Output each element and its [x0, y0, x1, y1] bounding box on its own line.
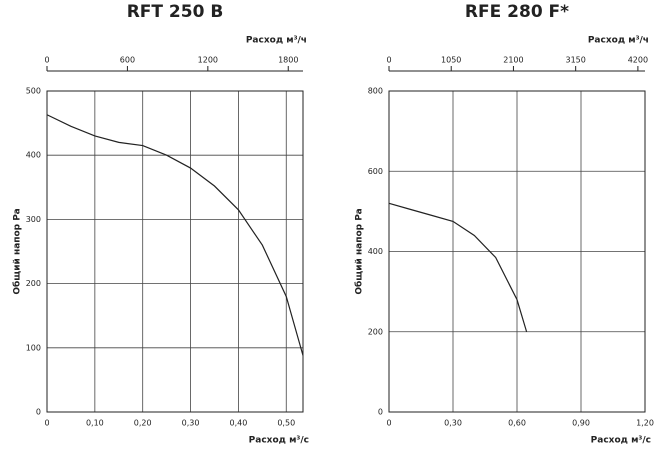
top-tick-label: 3150 [565, 56, 585, 65]
x-axis-label: Расход м³/с [249, 436, 309, 446]
x-tick-label: 0,30 [444, 419, 462, 428]
y-tick-label: 400 [368, 247, 383, 256]
top-tick-label: 0 [386, 56, 391, 65]
curve [388, 202, 528, 332]
top-axis-label: Расход м³/ч [588, 36, 649, 46]
x-tick-label: 0 [44, 419, 49, 428]
x-tick-label: 0,60 [508, 419, 526, 428]
y-axis-label: Общий напор Pa [354, 208, 365, 294]
chart-title: RFT 250 B [127, 2, 224, 22]
top-tick-label: 2100 [503, 56, 523, 65]
x-tick-label: 1,20 [636, 419, 654, 428]
y-tick-label: 200 [26, 279, 41, 288]
top-tick-label: 600 [120, 56, 135, 65]
top-tick-label: 0 [44, 56, 49, 65]
y-tick-label: 200 [368, 327, 383, 336]
x-tick-label: 0,20 [134, 419, 152, 428]
y-tick-label: 600 [368, 167, 383, 176]
x-tick-label: 0,30 [182, 419, 200, 428]
top-tick-label: 1050 [441, 56, 461, 65]
y-tick-label: 800 [368, 87, 383, 96]
curve [46, 114, 304, 356]
top-axis-label: Расход м³/ч [246, 36, 307, 46]
y-tick-label: 0 [36, 408, 41, 417]
x-tick-label: 0 [386, 419, 391, 428]
top-tick-label: 1200 [198, 56, 218, 65]
x-tick-label: 0,40 [229, 419, 247, 428]
y-tick-label: 300 [26, 215, 41, 224]
y-axis-label: Общий напор Pa [12, 208, 23, 294]
x-tick-label: 0,90 [572, 419, 590, 428]
top-tick-label: 1800 [278, 56, 298, 65]
x-tick-label: 0,10 [86, 419, 104, 428]
x-tick-label: 0,50 [277, 419, 295, 428]
plot-frame [46, 90, 304, 413]
top-tick-label: 4200 [628, 56, 648, 65]
y-tick-label: 0 [378, 408, 383, 417]
chart-title: RFE 280 F* [465, 2, 569, 22]
plot-frame [388, 90, 646, 413]
y-tick-label: 500 [26, 87, 41, 96]
y-tick-label: 400 [26, 151, 41, 160]
x-axis-label: Расход м³/с [591, 436, 651, 446]
y-tick-label: 100 [26, 343, 41, 352]
